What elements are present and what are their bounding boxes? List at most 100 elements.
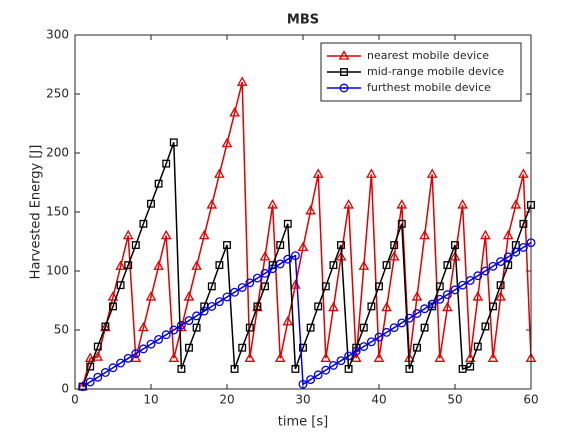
x-tick-label: 60 xyxy=(523,393,538,407)
marker xyxy=(340,68,348,76)
x-tick-label: 50 xyxy=(447,393,462,407)
marker xyxy=(344,351,354,361)
marker xyxy=(443,261,452,270)
marker xyxy=(420,323,429,332)
marker xyxy=(329,261,338,270)
marker xyxy=(115,260,126,270)
marker xyxy=(313,370,323,380)
marker xyxy=(404,313,414,323)
marker xyxy=(176,320,186,330)
y-axis-label: Harvested Energy [J] xyxy=(29,145,44,280)
marker xyxy=(139,219,148,228)
marker xyxy=(344,364,353,373)
marker xyxy=(390,241,399,249)
marker xyxy=(207,301,217,311)
marker xyxy=(138,321,149,332)
marker xyxy=(335,251,347,261)
marker xyxy=(245,323,254,332)
chart-title: MBS xyxy=(287,13,319,28)
marker xyxy=(93,372,103,382)
marker xyxy=(420,304,430,314)
marker xyxy=(427,299,437,309)
marker xyxy=(442,301,453,312)
marker xyxy=(495,291,506,301)
marker xyxy=(519,219,528,228)
marker xyxy=(108,363,118,373)
marker xyxy=(488,261,498,271)
marker xyxy=(489,302,497,311)
marker xyxy=(504,261,513,270)
marker xyxy=(435,282,444,291)
marker xyxy=(351,346,361,356)
marker xyxy=(244,352,256,362)
marker xyxy=(328,360,338,370)
marker xyxy=(314,302,323,311)
marker xyxy=(223,241,231,249)
marker xyxy=(168,352,180,362)
marker xyxy=(145,291,157,301)
y-tick-label: 200 xyxy=(46,146,69,160)
marker xyxy=(496,281,505,290)
marker xyxy=(510,199,522,209)
marker xyxy=(306,375,316,385)
marker xyxy=(100,321,111,332)
marker xyxy=(259,251,271,261)
x-tick-label: 10 xyxy=(143,393,158,407)
marker xyxy=(109,302,117,311)
marker xyxy=(101,322,110,331)
marker xyxy=(260,268,270,278)
marker xyxy=(503,252,513,262)
marker xyxy=(320,352,332,362)
marker xyxy=(84,352,96,362)
marker xyxy=(86,362,95,371)
marker xyxy=(419,229,430,240)
marker xyxy=(458,280,468,290)
marker xyxy=(297,241,309,252)
marker xyxy=(283,254,293,264)
marker xyxy=(252,273,262,283)
marker xyxy=(245,278,255,288)
marker xyxy=(473,342,482,351)
marker xyxy=(305,204,316,215)
marker xyxy=(496,257,506,267)
marker xyxy=(230,287,240,297)
y-tick-label: 0 xyxy=(61,382,69,396)
marker xyxy=(382,327,392,337)
marker xyxy=(252,301,263,312)
marker xyxy=(299,343,307,352)
marker xyxy=(518,168,529,178)
marker xyxy=(100,368,110,377)
marker xyxy=(116,281,125,290)
marker xyxy=(146,339,156,349)
marker xyxy=(411,291,423,301)
marker xyxy=(397,219,406,228)
marker xyxy=(389,323,399,333)
marker xyxy=(337,241,345,249)
marker xyxy=(78,382,88,392)
marker xyxy=(487,352,499,362)
marker xyxy=(473,271,483,281)
marker xyxy=(85,377,95,387)
marker xyxy=(237,283,247,292)
x-tick-label: 0 xyxy=(71,393,79,407)
marker xyxy=(434,352,446,362)
y-tick-label: 150 xyxy=(46,205,69,219)
x-tick-label: 30 xyxy=(295,393,310,407)
marker xyxy=(291,364,300,373)
marker xyxy=(375,282,383,291)
marker xyxy=(153,260,164,270)
marker xyxy=(449,251,461,261)
marker xyxy=(338,50,350,60)
marker xyxy=(267,199,278,209)
y-tick-label: 50 xyxy=(54,323,69,337)
marker xyxy=(366,337,376,347)
marker xyxy=(480,229,491,240)
x-tick-label: 40 xyxy=(371,393,386,407)
marker xyxy=(214,168,225,178)
marker xyxy=(413,343,421,352)
marker xyxy=(328,301,339,312)
x-tick-label: 20 xyxy=(219,393,234,407)
marker xyxy=(283,219,292,228)
marker xyxy=(298,379,308,389)
